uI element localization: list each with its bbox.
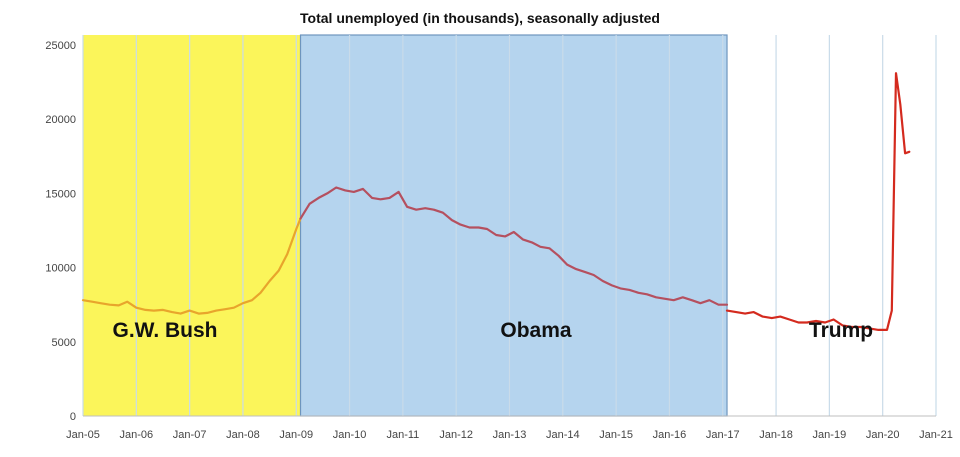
bush-era-line: [81, 217, 302, 315]
y-tick-label: 20000: [45, 114, 76, 126]
era-bands: [83, 34, 728, 417]
x-tick-label: Jan-09: [279, 429, 313, 441]
era-labels: G.W. Bush Obama Trump: [113, 319, 874, 342]
series-lines: [81, 72, 911, 331]
x-tick-label: Jan-16: [653, 429, 687, 441]
x-tick-label: Jan-14: [546, 429, 580, 441]
era-band-obama: [299, 34, 728, 417]
x-tick-label: Jan-18: [759, 429, 793, 441]
y-tick-label: 25000: [45, 40, 76, 52]
y-tick-label: 15000: [45, 188, 76, 200]
x-tick-label: Jan-10: [333, 429, 367, 441]
x-tick-label: Jan-17: [706, 429, 740, 441]
x-tick-label: Jan-05: [66, 429, 100, 441]
obama-era-line: [299, 186, 729, 306]
axes: 0 5000 10000 15000 20000 25000 Jan-05 Jan-06 Jan…: [45, 40, 952, 441]
x-tick-label: Jan-13: [493, 429, 527, 441]
y-tick-label: 5000: [52, 337, 76, 349]
y-tick-label: 10000: [45, 263, 76, 275]
x-tick-label: Jan-07: [173, 429, 207, 441]
x-tick-label: Jan-11: [386, 429, 419, 441]
era-label-obama: Obama: [500, 319, 572, 342]
x-tick-label: Jan-19: [813, 429, 847, 441]
x-tick-label: Jan-12: [439, 429, 473, 441]
era-band-g-w-bush: [83, 35, 301, 416]
era-label-trump: Trump: [809, 319, 873, 342]
trump-era-line: [725, 72, 911, 331]
vertical-gridlines: [82, 35, 937, 416]
x-tick-label: Jan-20: [866, 429, 900, 441]
x-tick-label: Jan-06: [119, 429, 153, 441]
x-tick-label: Jan-21: [919, 429, 953, 441]
x-tick-label: Jan-15: [599, 429, 633, 441]
chart-title: Total unemployed (in thousands), seasona…: [300, 10, 660, 26]
era-label-g-w-bush: G.W. Bush: [113, 319, 218, 342]
y-tick-label: 0: [70, 411, 76, 423]
x-tick-label: Jan-08: [226, 429, 260, 441]
